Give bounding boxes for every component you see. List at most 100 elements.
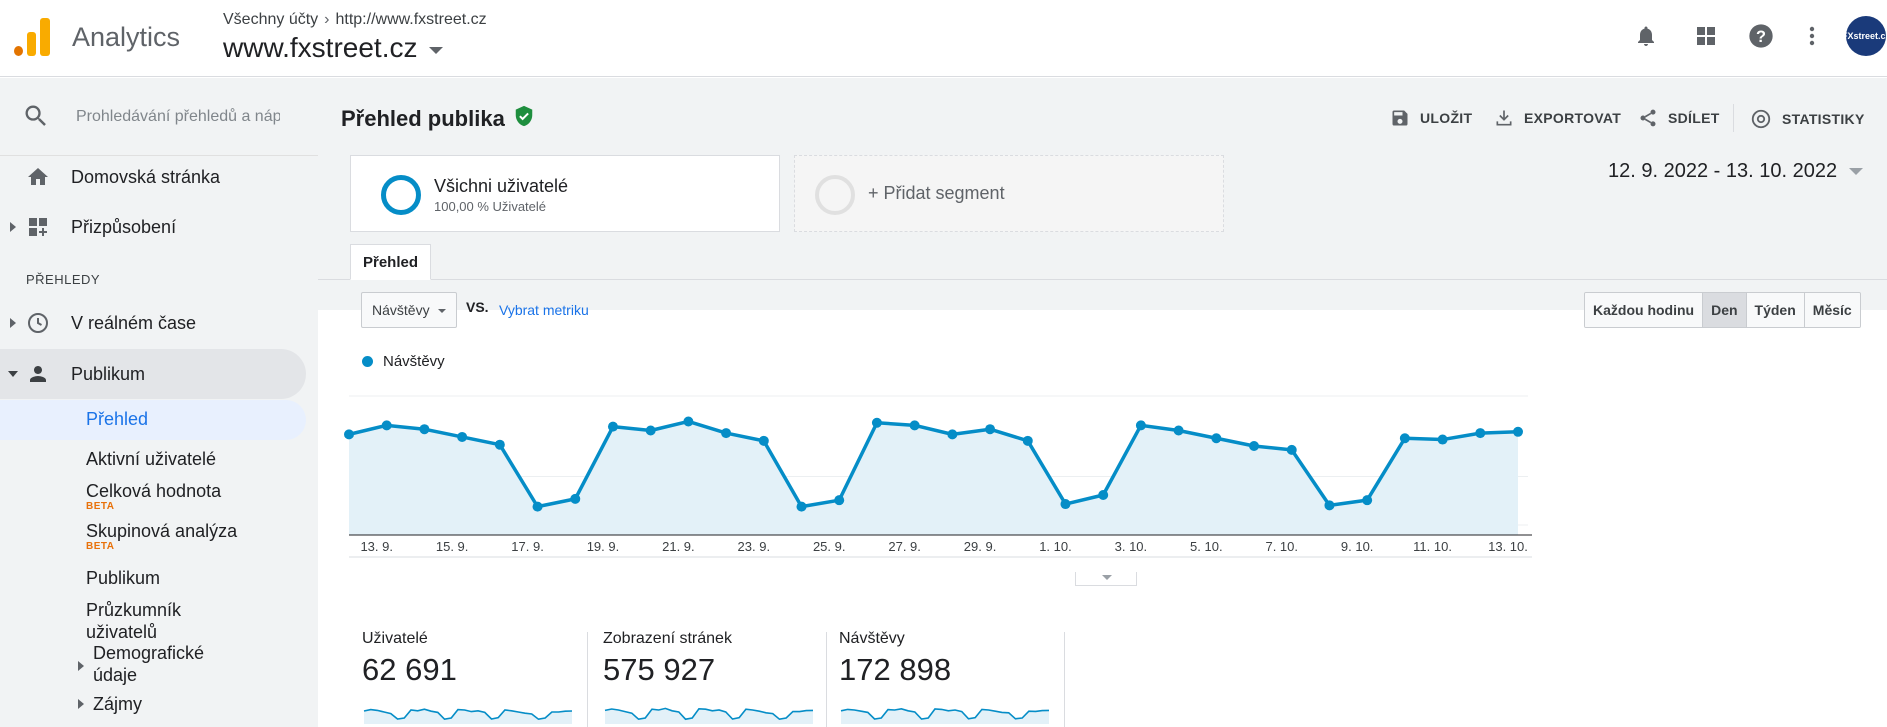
tab-overview[interactable]: Přehled (350, 244, 432, 280)
data-point (1022, 435, 1033, 446)
scorecard-sessions[interactable]: Návštěvy 172 898 (839, 630, 1079, 727)
date-range-picker[interactable]: 12. 9. 2022 - 13. 10. 2022 (1608, 160, 1864, 183)
chart-legend[interactable]: Návštěvy (362, 353, 445, 370)
series-line (348, 419, 1519, 509)
property-selector[interactable]: www.fxstreet.cz (223, 32, 444, 64)
insights-label: STATISTIKY (1782, 111, 1865, 127)
sidebar-sub-interests[interactable]: Zájmy (93, 694, 142, 714)
breadcrumb[interactable]: Všechny účty › http://www.fxstreet.cz (223, 11, 487, 29)
data-point (1098, 490, 1109, 501)
insights-button[interactable]: STATISTIKY (1750, 108, 1865, 130)
sidebar-sub-cohort[interactable]: Skupinová analýza BETA (86, 520, 237, 552)
sparkline-line (840, 707, 1050, 720)
data-point (683, 416, 694, 427)
tab-divider (318, 279, 1887, 280)
verified-shield-icon (513, 105, 535, 133)
sessions-chart[interactable]: 13. 9. 15. 9. 17. 9. 19. 9. 21. 9. 23. 9. 25. … (318, 368, 1887, 568)
sidebar-item-realtime[interactable]: V reálném čase (0, 300, 306, 346)
sidebar-item-home[interactable]: Domovská stránka (0, 154, 306, 200)
analytics-logo-icon[interactable] (14, 18, 50, 56)
segment-ring-empty-icon (815, 175, 855, 215)
granularity-month[interactable]: Měsíc (1804, 293, 1860, 327)
download-icon (1496, 110, 1512, 126)
scorecard-label: Uživatelé (362, 630, 428, 647)
save-button[interactable]: ULOŽIT (1390, 108, 1472, 128)
bell-icon[interactable] (1630, 20, 1662, 52)
share-button[interactable]: SDÍLET (1638, 108, 1720, 128)
x-tick-label: 29. 9. (964, 539, 997, 554)
chevron-right-icon: › (324, 11, 330, 28)
vs-label: VS. (466, 299, 489, 315)
x-tick-label: 3. 10. (1115, 539, 1148, 554)
breadcrumb-url[interactable]: http://www.fxstreet.cz (335, 11, 487, 28)
sparkline-line (604, 707, 814, 721)
apps-grid-icon[interactable] (1690, 20, 1722, 52)
sidebar-sub-label: Skupinová analýza (86, 521, 238, 541)
sidebar-item-audience[interactable]: Publikum (0, 351, 306, 397)
avatar[interactable]: FXstreet.cz (1846, 16, 1886, 56)
granularity-week[interactable]: Týden (1746, 293, 1805, 327)
beta-badge: BETA (86, 541, 115, 552)
x-tick-label: 21. 9. (662, 539, 695, 554)
data-point (1475, 428, 1486, 439)
chart-collapse-button[interactable] (1075, 572, 1137, 586)
x-tick-label: 27. 9. (888, 539, 921, 554)
sparkline-line (363, 708, 573, 721)
granularity-day[interactable]: Den (1703, 293, 1747, 327)
data-point (1513, 426, 1523, 437)
sidebar-sub-user-explorer[interactable]: Průzkumník uživatelů (86, 600, 182, 642)
scorecard-label: Zobrazení stránek (603, 630, 732, 647)
sidebar-sub-audiences[interactable]: Publikum (86, 568, 161, 588)
data-point (457, 431, 468, 442)
page-header: Přehled publika ULOŽIT EXPORTOVAT SDÍLET… (318, 78, 1887, 150)
data-point (607, 421, 618, 432)
chevron-down-icon (8, 371, 18, 377)
granularity-hourly[interactable]: Každou hodinu (1585, 293, 1704, 327)
pick-metric-link[interactable]: Vybrat metriku (499, 302, 589, 318)
legend-label: Návštěvy (383, 353, 445, 370)
svg-text:?: ? (1756, 28, 1766, 46)
action-divider (1733, 104, 1734, 132)
add-segment-button[interactable]: + Přidat segment (794, 155, 1224, 232)
sidebar-sub-lifetime-value[interactable]: Celková hodnota BETA (86, 480, 221, 512)
clock-icon (26, 311, 50, 335)
share-label: SDÍLET (1668, 110, 1720, 126)
scorecard-pageviews[interactable]: Zobrazení stránek 575 927 (603, 630, 843, 727)
x-tick-label: 9. 10. (1341, 539, 1374, 554)
scorecard-divider (826, 632, 827, 727)
data-point (985, 424, 996, 435)
x-tick-label: 23. 9. (738, 539, 771, 554)
export-button[interactable]: EXPORTOVAT (1494, 108, 1621, 128)
help-icon[interactable]: ? (1745, 20, 1777, 52)
main-content: Přehled publika ULOŽIT EXPORTOVAT SDÍLET… (318, 78, 1887, 727)
caret-down-icon (438, 309, 446, 313)
scorecard-users[interactable]: Uživatelé 62 691 (362, 630, 602, 727)
data-point (1362, 495, 1373, 506)
search-input[interactable] (76, 104, 280, 130)
caret-down-icon (1102, 575, 1112, 580)
sidebar-sub-active-users[interactable]: Aktivní uživatelé (86, 449, 217, 469)
sparkline (840, 707, 1050, 724)
scorecard-divider (587, 632, 588, 727)
data-point (1437, 434, 1448, 445)
sidebar-sub-overview[interactable]: Přehled (86, 409, 149, 429)
segment-all-users[interactable]: Všichni uživatelé 100,00 % Uživatelé (350, 155, 780, 232)
data-point (909, 420, 920, 431)
caret-down-icon (1849, 168, 1864, 175)
dashboard-icon (26, 215, 50, 239)
sidebar-item-customization[interactable]: Přizpůsobení (0, 204, 306, 250)
chevron-right-icon (10, 222, 16, 232)
sidebar-search (0, 78, 318, 156)
sidebar-sub-demographics[interactable]: Demografické údaje (93, 643, 205, 685)
data-point (1135, 420, 1146, 431)
data-point (834, 495, 845, 506)
x-tick-label: 1. 10. (1039, 539, 1072, 554)
more-vert-icon[interactable] (1796, 20, 1828, 52)
share-icon (1640, 109, 1656, 127)
avatar-text: FXstreet.cz (1846, 31, 1886, 41)
metric-select[interactable]: Návštěvy (361, 292, 457, 328)
sidebar-active-bg (0, 349, 306, 399)
x-tick-label: 19. 9. (587, 539, 620, 554)
data-point (1211, 433, 1222, 444)
breadcrumb-account[interactable]: Všechny účty (223, 11, 319, 28)
